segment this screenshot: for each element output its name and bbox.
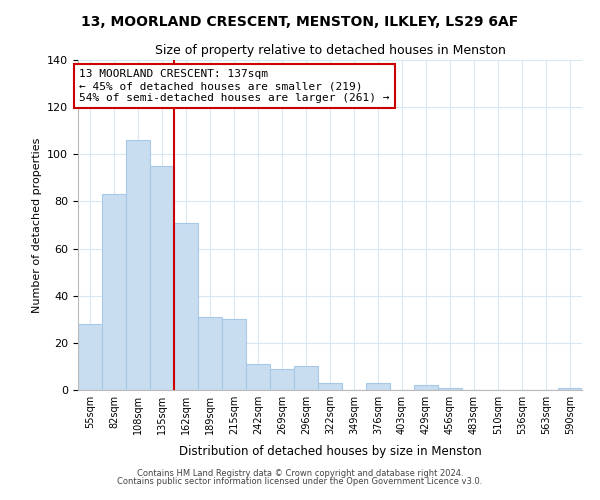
Text: 13, MOORLAND CRESCENT, MENSTON, ILKLEY, LS29 6AF: 13, MOORLAND CRESCENT, MENSTON, ILKLEY, … — [82, 15, 518, 29]
Bar — [198, 317, 222, 390]
Bar — [126, 140, 150, 390]
Bar — [438, 388, 462, 390]
Bar — [174, 222, 198, 390]
Bar — [150, 166, 174, 390]
Bar — [78, 324, 102, 390]
Text: Contains public sector information licensed under the Open Government Licence v3: Contains public sector information licen… — [118, 477, 482, 486]
Bar — [270, 369, 294, 390]
Text: 13 MOORLAND CRESCENT: 137sqm
← 45% of detached houses are smaller (219)
54% of s: 13 MOORLAND CRESCENT: 137sqm ← 45% of de… — [79, 70, 390, 102]
Y-axis label: Number of detached properties: Number of detached properties — [32, 138, 41, 312]
Title: Size of property relative to detached houses in Menston: Size of property relative to detached ho… — [155, 44, 505, 58]
Text: Contains HM Land Registry data © Crown copyright and database right 2024.: Contains HM Land Registry data © Crown c… — [137, 468, 463, 477]
Bar — [222, 320, 246, 390]
Bar — [558, 388, 582, 390]
Bar — [366, 383, 390, 390]
Bar — [414, 386, 438, 390]
Bar — [102, 194, 126, 390]
Bar — [294, 366, 318, 390]
Bar — [246, 364, 270, 390]
X-axis label: Distribution of detached houses by size in Menston: Distribution of detached houses by size … — [179, 446, 481, 458]
Bar — [318, 383, 342, 390]
